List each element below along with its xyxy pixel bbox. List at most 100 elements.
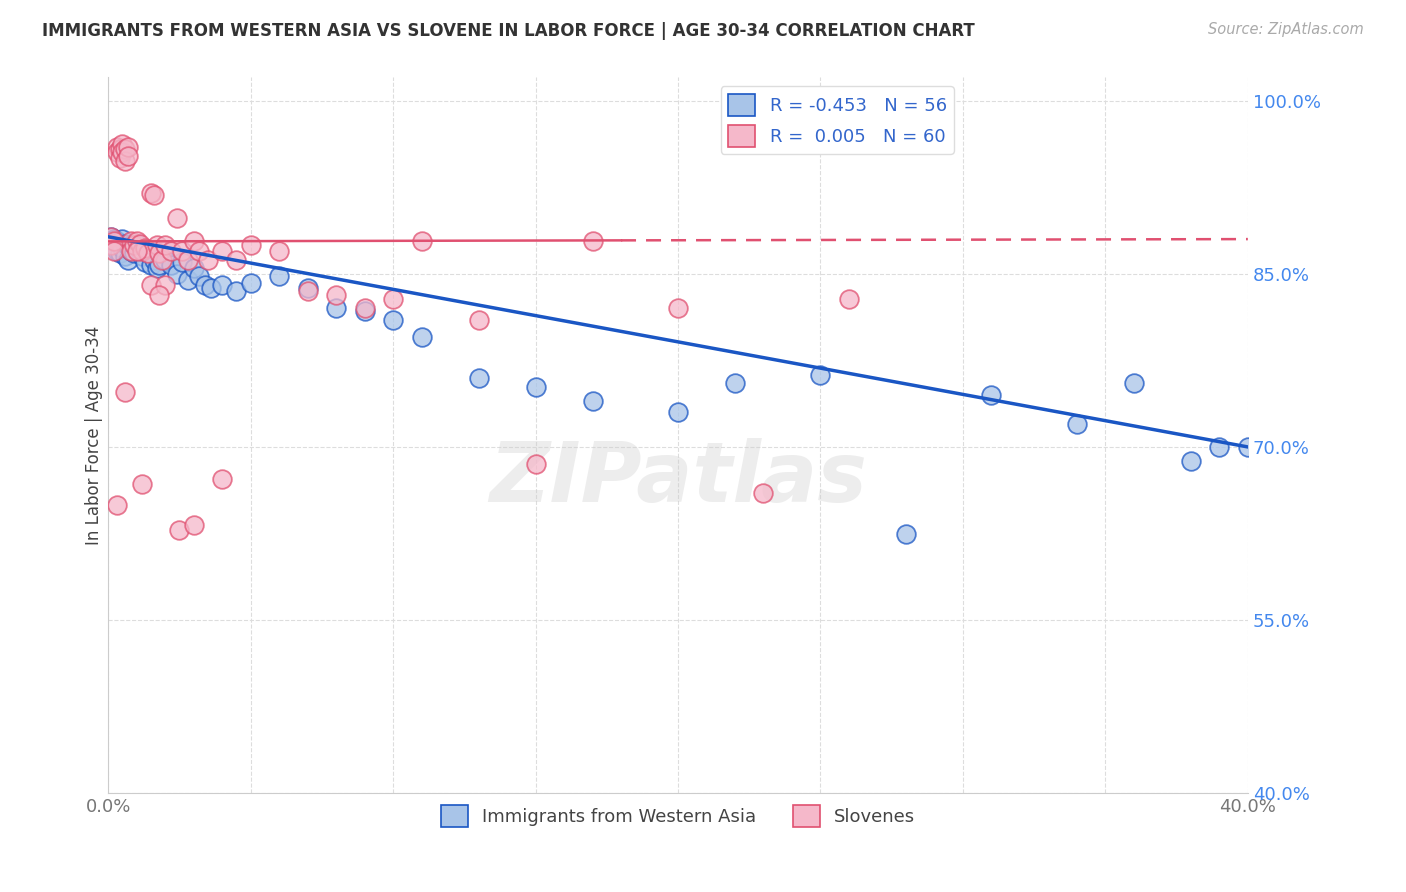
Point xyxy=(666,301,689,316)
Point xyxy=(1208,440,1230,454)
Point xyxy=(114,153,136,168)
Point xyxy=(724,376,747,391)
Point xyxy=(188,268,211,283)
Point xyxy=(131,249,153,263)
Point xyxy=(269,268,291,283)
Point xyxy=(153,238,176,252)
Point xyxy=(117,149,139,163)
Point xyxy=(297,284,319,298)
Point xyxy=(117,239,139,253)
Point xyxy=(111,241,134,255)
Point xyxy=(139,186,162,200)
Point xyxy=(148,246,170,260)
Point xyxy=(524,457,547,471)
Point xyxy=(153,278,176,293)
Point xyxy=(114,236,136,251)
Point xyxy=(172,244,194,258)
Point xyxy=(103,232,125,246)
Point xyxy=(108,142,131,156)
Point xyxy=(353,301,375,316)
Point xyxy=(183,518,205,533)
Point xyxy=(239,238,262,252)
Point xyxy=(411,330,433,344)
Point xyxy=(128,244,150,258)
Point xyxy=(131,244,153,258)
Point xyxy=(183,260,205,275)
Point xyxy=(103,238,125,252)
Point xyxy=(108,246,131,260)
Point xyxy=(125,236,148,251)
Point xyxy=(166,211,188,226)
Point xyxy=(125,235,148,249)
Point xyxy=(211,278,233,293)
Point xyxy=(177,272,200,286)
Point xyxy=(114,249,136,263)
Point xyxy=(169,523,191,537)
Point xyxy=(139,278,162,293)
Point xyxy=(117,139,139,153)
Point xyxy=(125,244,148,258)
Point xyxy=(136,246,159,260)
Point xyxy=(105,235,128,249)
Point xyxy=(166,267,188,281)
Point xyxy=(810,368,832,383)
Point xyxy=(134,241,156,255)
Point xyxy=(108,236,131,251)
Point xyxy=(120,244,142,258)
Point xyxy=(105,244,128,258)
Point xyxy=(172,255,194,269)
Point xyxy=(139,258,162,272)
Point xyxy=(980,388,1002,402)
Point xyxy=(120,235,142,249)
Point xyxy=(177,252,200,267)
Point xyxy=(188,244,211,258)
Text: Source: ZipAtlas.com: Source: ZipAtlas.com xyxy=(1208,22,1364,37)
Point xyxy=(114,384,136,399)
Point xyxy=(142,252,165,267)
Point xyxy=(752,486,775,500)
Point xyxy=(120,244,142,258)
Point xyxy=(1066,417,1088,431)
Point xyxy=(128,236,150,251)
Point xyxy=(297,280,319,294)
Point xyxy=(103,244,125,258)
Point xyxy=(225,284,247,298)
Point xyxy=(325,301,347,316)
Point xyxy=(467,313,489,327)
Point xyxy=(211,472,233,486)
Point xyxy=(148,287,170,301)
Point xyxy=(100,238,122,252)
Point xyxy=(160,258,183,272)
Text: IMMIGRANTS FROM WESTERN ASIA VS SLOVENE IN LABOR FORCE | AGE 30-34 CORRELATION C: IMMIGRANTS FROM WESTERN ASIA VS SLOVENE … xyxy=(42,22,974,40)
Point xyxy=(1237,440,1260,454)
Point xyxy=(100,235,122,249)
Point xyxy=(211,244,233,258)
Point xyxy=(225,252,247,267)
Point xyxy=(111,232,134,246)
Point xyxy=(160,244,183,258)
Point xyxy=(183,235,205,249)
Point xyxy=(666,405,689,419)
Point xyxy=(581,235,603,249)
Point xyxy=(103,235,125,249)
Point xyxy=(200,280,222,294)
Point xyxy=(894,526,917,541)
Point xyxy=(353,303,375,318)
Point xyxy=(105,139,128,153)
Point xyxy=(145,260,167,275)
Point xyxy=(269,244,291,258)
Point xyxy=(325,287,347,301)
Point xyxy=(114,142,136,156)
Point xyxy=(150,252,173,267)
Point xyxy=(382,292,405,306)
Point xyxy=(145,238,167,252)
Legend: Immigrants from Western Asia, Slovenes: Immigrants from Western Asia, Slovenes xyxy=(433,798,922,834)
Point xyxy=(411,235,433,249)
Point xyxy=(142,188,165,202)
Point xyxy=(581,393,603,408)
Point xyxy=(136,246,159,260)
Point xyxy=(382,313,405,327)
Point xyxy=(108,151,131,165)
Point xyxy=(1180,454,1202,468)
Point xyxy=(100,229,122,244)
